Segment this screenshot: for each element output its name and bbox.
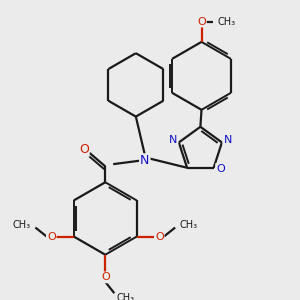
Text: N: N bbox=[140, 154, 150, 167]
Text: CH₃: CH₃ bbox=[117, 293, 135, 300]
Text: O: O bbox=[197, 16, 206, 26]
Text: O: O bbox=[216, 164, 225, 174]
Text: O: O bbox=[47, 232, 56, 242]
Text: N: N bbox=[224, 135, 232, 145]
Text: CH₃: CH₃ bbox=[180, 220, 198, 230]
Text: N: N bbox=[169, 135, 177, 145]
Text: O: O bbox=[79, 143, 89, 156]
Text: O: O bbox=[101, 272, 110, 282]
Text: CH₃: CH₃ bbox=[218, 16, 236, 26]
Text: O: O bbox=[155, 232, 164, 242]
Text: CH₃: CH₃ bbox=[13, 220, 31, 230]
